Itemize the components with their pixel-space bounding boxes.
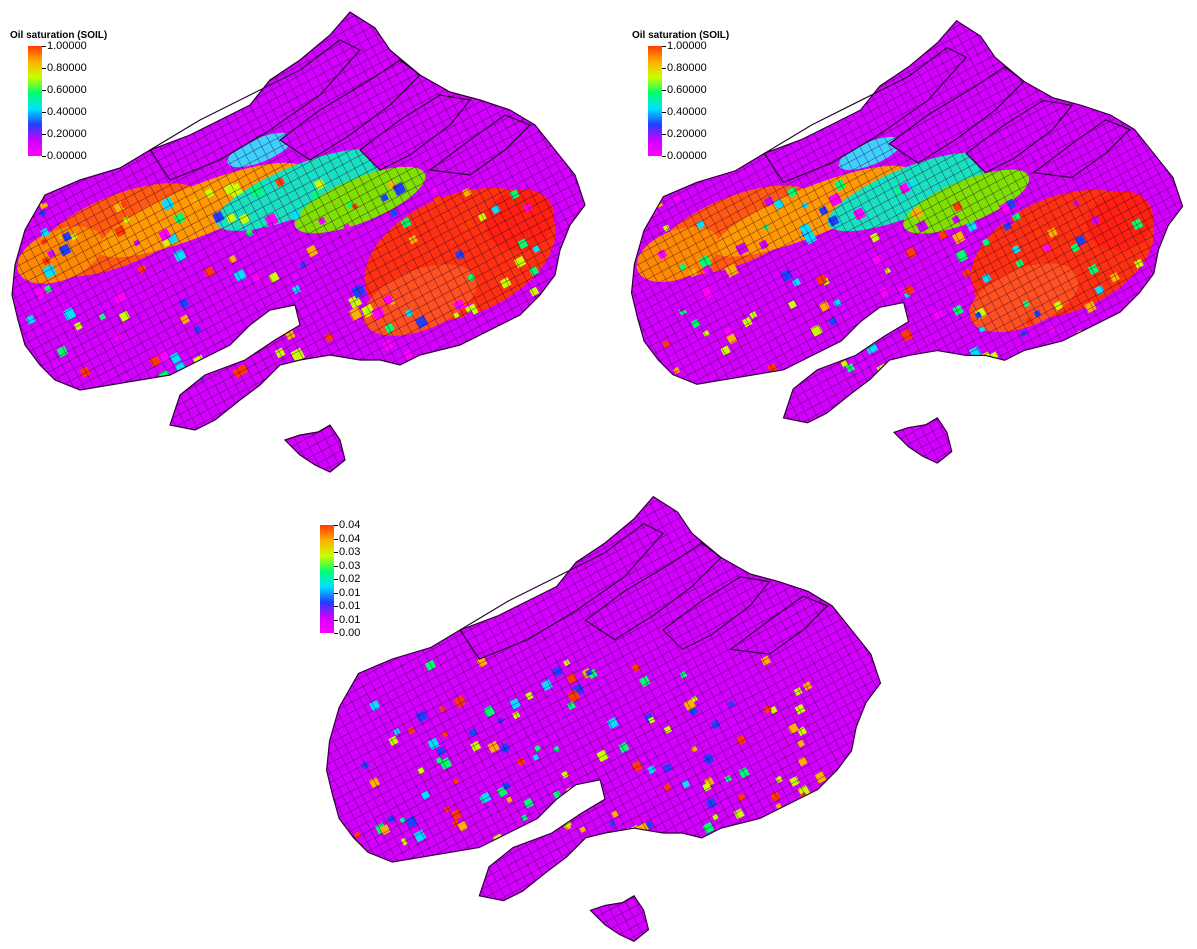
colorbar-tick-mark — [334, 538, 338, 540]
colorbar-tick-label: 0.00 — [339, 627, 361, 639]
colorbar-tick-mark — [334, 579, 338, 580]
reservoir-model-difference — [326, 495, 882, 942]
colorbar-tick-mark — [334, 619, 338, 621]
colorbar-tick-label: 0.40000 — [667, 106, 707, 118]
colorbar-tick-label: 0.00000 — [667, 150, 707, 162]
colorbar-tick-label: 0.00000 — [47, 150, 87, 162]
reservoir-panel-2: Oil saturation (SOIL) 1.00000 0.80000 0.60… — [620, 0, 1197, 480]
colorbar — [28, 46, 42, 156]
colorbar-tick-mark — [662, 134, 666, 135]
colorbar-tick-mark — [662, 68, 666, 69]
colorbar-tick-mark — [334, 633, 338, 634]
colorbar-tick-label: 0.03 — [339, 546, 361, 558]
colorbar-tick-mark — [42, 112, 46, 113]
colorbar-tick-label: 0.04 — [339, 519, 361, 531]
colorbar-tick-mark — [42, 156, 46, 157]
colorbar-tick-mark — [334, 552, 338, 553]
colorbar-tick-label: 0.80000 — [667, 62, 707, 74]
colorbar-tick-label: 0.01 — [339, 600, 361, 612]
colorbar-tick-label: 0.20000 — [47, 128, 87, 140]
colorbar-tick-label: 0.20000 — [667, 128, 707, 140]
colorbar-tick-label: 0.02 — [339, 573, 361, 585]
colorbar-tick-label: 0.60000 — [667, 84, 707, 96]
colorbar-tick-mark — [42, 46, 46, 47]
colorbar-tick-mark — [334, 606, 338, 607]
colorbar-tick-label: 0.03 — [339, 559, 361, 572]
colorbar-tick-label: 0.60000 — [47, 84, 87, 96]
reservoir-panel-1: Oil saturation (SOIL) 1.00000 0.80000 0.60… — [0, 0, 600, 480]
colorbar-tick-mark — [662, 46, 666, 47]
reservoir-model-soil — [11, 11, 586, 473]
colorbar-tick-mark — [334, 592, 338, 594]
colorbar — [648, 46, 662, 156]
colorbar-tick-label: 0.04 — [339, 532, 361, 545]
colorbar-tick-mark — [334, 565, 338, 567]
colorbar-tick-mark — [334, 525, 338, 526]
colorbar-tick-label: 0.40000 — [47, 106, 87, 118]
colorbar-tick-label: 1.00000 — [667, 40, 707, 52]
colorbar-tick-mark — [662, 112, 666, 113]
legend-title: Oil saturation (SOIL) — [10, 30, 108, 41]
colorbar-tick-label: 0.01 — [339, 586, 361, 599]
colorbar-tick-mark — [662, 156, 666, 157]
legend-title: Oil saturation (SOIL) — [632, 30, 730, 41]
colorbar-tick-label: 0.80000 — [47, 62, 87, 74]
reservoir-model-soil — [630, 19, 1184, 464]
colorbar-tick-mark — [42, 134, 46, 135]
colorbar-tick-mark — [662, 90, 666, 91]
colorbar — [320, 525, 334, 633]
colorbar-tick-mark — [42, 68, 46, 69]
colorbar-tick-label: 0.01 — [339, 613, 361, 626]
reservoir-panel-3: 0.04 0.04 0.03 0.03 0.02 0.01 0.01 0.01 0.00 — [305, 485, 905, 949]
colorbar-tick-label: 1.00000 — [47, 40, 87, 52]
colorbar-tick-mark — [42, 90, 46, 91]
